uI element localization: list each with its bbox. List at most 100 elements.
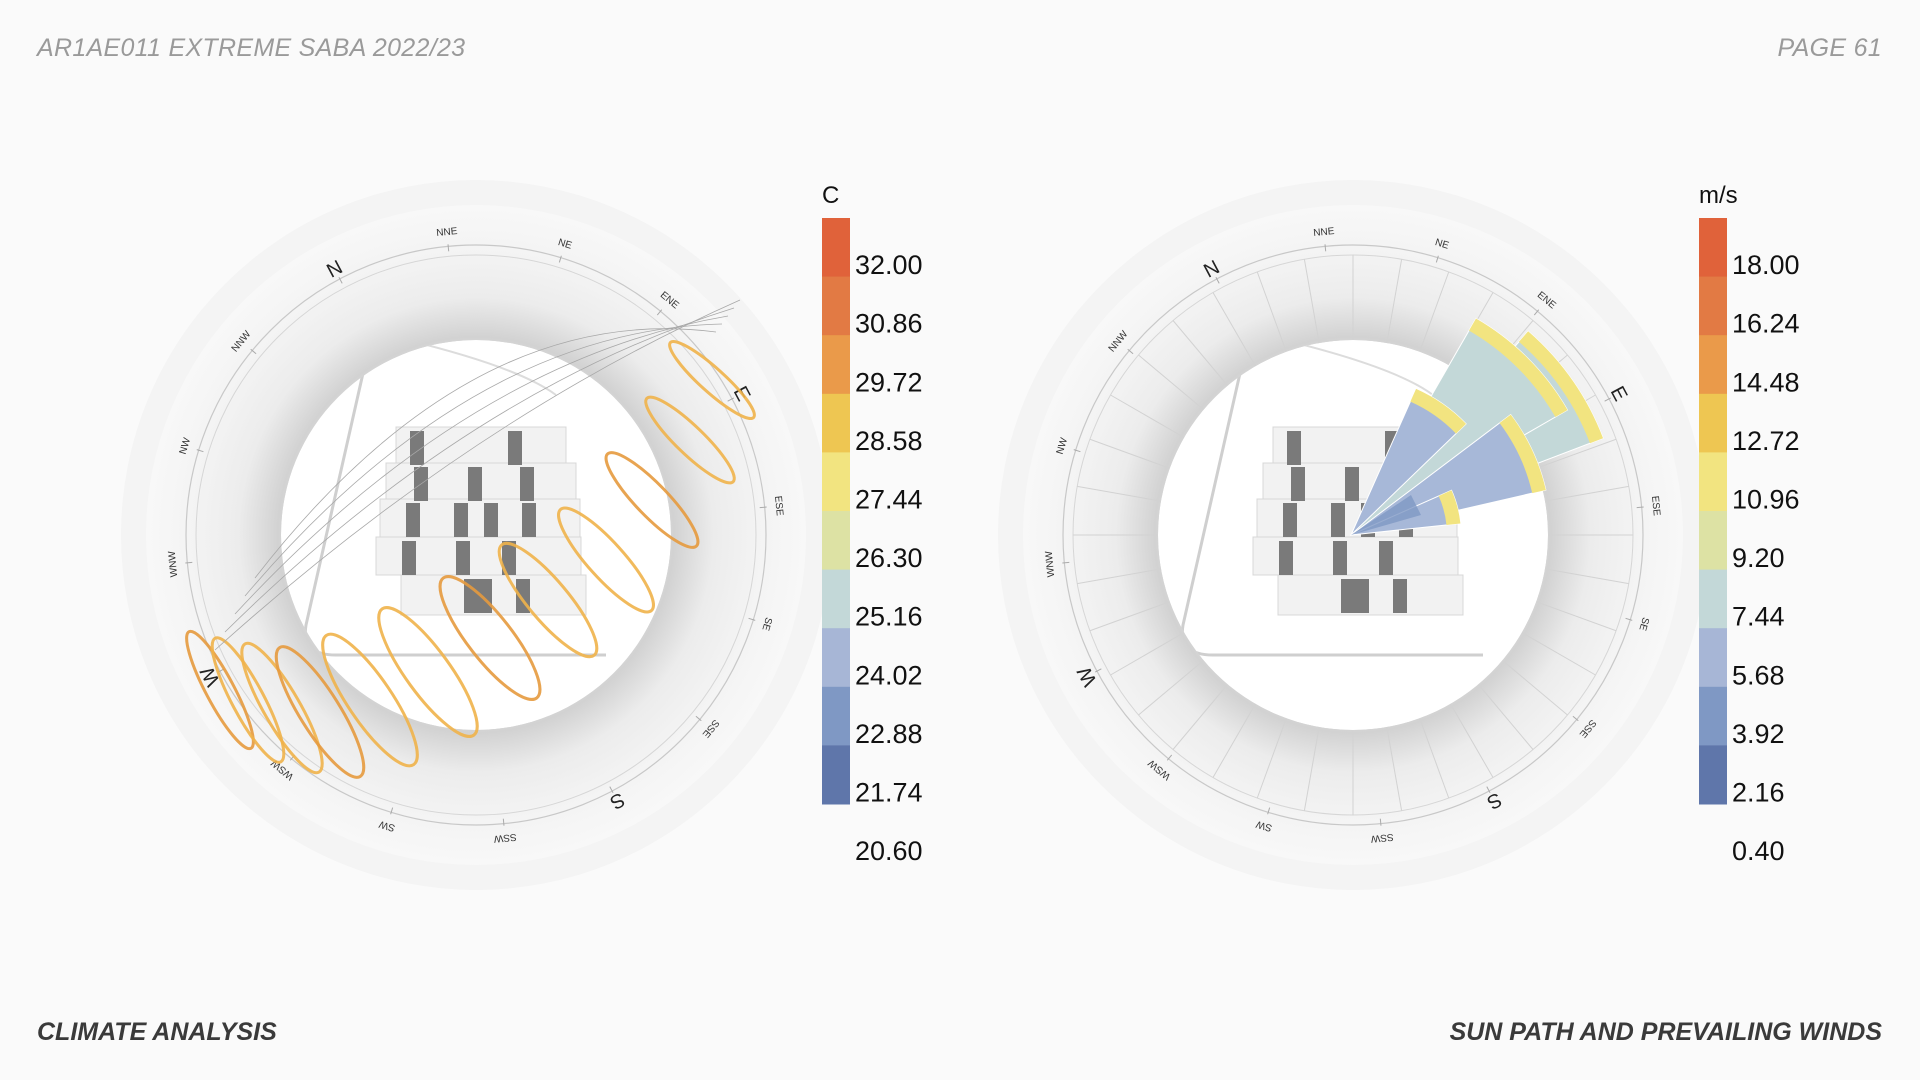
sun-path-hour-line	[214, 299, 741, 651]
compass-label-sw: SW	[377, 818, 396, 833]
compass-label-wnw: WNW	[167, 550, 181, 578]
wind-rose-spoke	[1544, 568, 1629, 585]
compass-label-se: SE	[1636, 616, 1651, 632]
wind-rose-spoke	[1089, 438, 1170, 469]
compass-label-nw: NW	[178, 436, 194, 456]
legend-tick-label: 30.86	[855, 309, 923, 339]
building-core	[1291, 467, 1305, 501]
sun-path-loop	[240, 641, 324, 775]
sun-path-loop	[210, 636, 286, 764]
building-core	[484, 503, 498, 537]
legend-color-segment	[822, 511, 850, 571]
legend-color-segment	[1699, 452, 1727, 512]
compass-label-ese: ESE	[1649, 495, 1662, 516]
legend-unit: m/s	[1699, 182, 1738, 209]
legend-color-segment	[822, 393, 850, 453]
compass-tick	[1094, 668, 1102, 673]
legend-color-segment	[1699, 745, 1727, 805]
compass-tick	[390, 807, 394, 815]
legend-tick-label: 21.74	[855, 778, 923, 808]
wind-rose-spoke	[1544, 485, 1629, 502]
legend-color-segment	[1699, 569, 1727, 629]
section-title: CLIMATE ANALYSIS	[37, 1018, 277, 1046]
wind-speed-legend: m/s 18.00 16.24 14.48 12.72 10.96 9.20 7.44 5.6…	[1699, 182, 1800, 866]
building-core	[402, 541, 416, 575]
legend-tick-label: 2.16	[1732, 778, 1785, 808]
legend-tick-label: 27.44	[855, 485, 923, 515]
compass-label-ssw: SSW	[1370, 831, 1394, 844]
building-core	[406, 503, 420, 537]
legend-color-segment	[1699, 218, 1727, 278]
wind-rose-spoke	[1419, 718, 1450, 799]
legend-tick-label: 22.88	[855, 719, 923, 749]
wind-petal-tip	[1438, 490, 1461, 525]
compass-tick	[1572, 715, 1579, 722]
building-core	[1287, 431, 1301, 465]
figure-caption: SUN PATH AND PREVAILING WINDS	[1449, 1018, 1882, 1046]
legend-color-segment	[822, 686, 850, 746]
building-core	[1283, 503, 1297, 537]
compass-tick	[1127, 348, 1134, 355]
compass-ring	[1062, 244, 1644, 826]
sun-path-loop	[185, 629, 255, 751]
compass-tick	[196, 449, 204, 453]
compass-label-nne: NNE	[436, 226, 458, 239]
wind-rose-spoke	[1256, 271, 1287, 352]
wind-rose-spoke	[1138, 659, 1204, 716]
wind-petal-tip	[1410, 388, 1467, 434]
compass-tick	[338, 276, 343, 284]
sun-path-hour-line	[254, 328, 717, 579]
sun-path-loop	[377, 606, 479, 738]
legend-color-segment	[1699, 686, 1727, 746]
building-core	[1279, 541, 1293, 575]
legend-tick-label: 14.48	[1732, 367, 1800, 397]
sun-path-loop	[497, 541, 599, 659]
compass-tick	[1625, 617, 1633, 621]
compass-tick	[558, 255, 562, 263]
legend-tick-label: 7.44	[1732, 602, 1785, 632]
compass-tick	[1604, 397, 1612, 402]
compass-label-ssw: SSW	[493, 831, 517, 844]
wind-rose-spoke	[1521, 632, 1596, 676]
building-core	[410, 431, 424, 465]
compass-tick	[656, 309, 663, 316]
compass-tick	[1379, 818, 1382, 826]
wind-rose-spoke	[1303, 259, 1320, 344]
building-core	[1393, 579, 1407, 613]
compass-label-sw: SW	[1254, 818, 1273, 833]
legend-tick-label: 26.30	[855, 543, 923, 573]
building-core	[502, 541, 516, 575]
compass-ring-inner	[195, 254, 757, 816]
document-title: AR1AE011 EXTREME SABA 2022/23	[37, 34, 466, 62]
compass-tick	[1267, 807, 1271, 815]
sun-path-loop	[557, 506, 655, 614]
wind-rose-spoke	[1172, 320, 1229, 386]
legend-tick-label: 5.68	[1732, 660, 1785, 690]
compass-tick	[185, 561, 193, 564]
wind-rose-spoke	[1536, 438, 1617, 469]
wind-rose-spoke	[1077, 485, 1162, 502]
building-core	[1341, 579, 1355, 613]
compass-ring	[185, 244, 767, 826]
building-core	[456, 541, 470, 575]
sun-path-hour-line	[244, 323, 723, 597]
legend-color-segment	[1699, 511, 1727, 571]
compass-tick	[695, 715, 702, 722]
wind-petal-tip	[1469, 318, 1568, 417]
sun-path-loop	[604, 451, 700, 549]
wind-petal-core	[1351, 495, 1421, 535]
sun-path-hour-line	[234, 315, 729, 615]
legend-color-segment	[1699, 276, 1727, 336]
wind-rose-spoke	[1172, 684, 1229, 750]
compass-label-se: SE	[759, 616, 774, 632]
wind-rose-spoke	[1110, 632, 1185, 676]
legend-color-segment	[822, 452, 850, 512]
compass-tick	[1324, 244, 1327, 252]
wind-rose-spoke	[1386, 259, 1403, 344]
wind-rose-spoke	[1077, 568, 1162, 585]
building-core	[1333, 541, 1347, 575]
compass-tick	[1073, 449, 1081, 453]
legend-tick-label: 28.58	[855, 426, 923, 456]
sun-path-hour-line	[224, 307, 735, 633]
